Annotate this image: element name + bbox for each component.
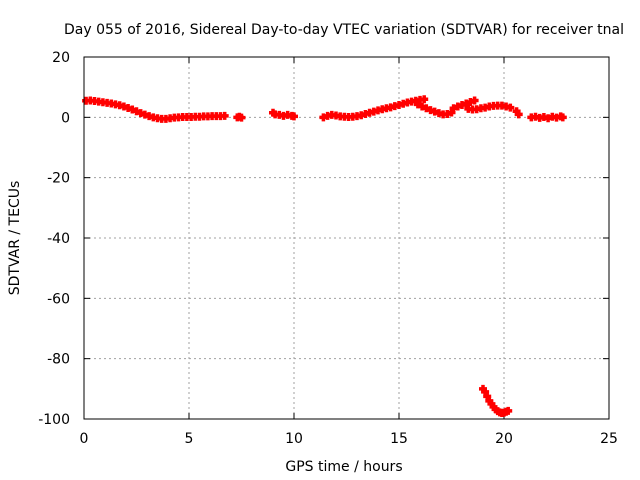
y-tick-label: -20 xyxy=(47,171,70,187)
data-point xyxy=(220,111,229,120)
y-tick-label: -40 xyxy=(47,231,70,247)
data-point xyxy=(514,110,523,119)
data-points xyxy=(82,95,567,417)
data-point xyxy=(558,113,567,122)
data-point xyxy=(506,103,515,112)
data-point xyxy=(483,392,492,401)
y-axis-label: SDTVAR / TECUs xyxy=(7,181,23,296)
data-point xyxy=(481,387,490,396)
x-tick-label: 25 xyxy=(600,431,618,447)
x-tick-label: 20 xyxy=(495,431,513,447)
x-tick-label: 10 xyxy=(285,431,303,447)
x-tick-label: 15 xyxy=(390,431,408,447)
plot-frame xyxy=(83,56,610,420)
x-tick-labels: 0 5 10 15 20 25 xyxy=(80,431,618,447)
data-point xyxy=(420,95,429,104)
x-tick-label: 0 xyxy=(80,431,89,447)
y-tick-label: 0 xyxy=(61,110,70,126)
data-point xyxy=(290,112,298,121)
data-point xyxy=(470,96,479,105)
x-tick-label: 5 xyxy=(185,431,194,447)
chart-title: Day 055 of 2016, Sidereal Day-to-day VTE… xyxy=(64,22,624,38)
data-point xyxy=(504,406,513,415)
y-tick-label: 20 xyxy=(52,50,70,66)
y-tick-labels: 20 0 -20 -40 -60 -80 -100 xyxy=(38,50,70,428)
y-tick-label: -100 xyxy=(38,412,70,428)
y-tick-label: -80 xyxy=(47,352,70,368)
y-tick-label: -60 xyxy=(47,291,70,307)
data-point xyxy=(237,113,246,122)
x-axis-label: GPS time / hours xyxy=(285,459,402,475)
